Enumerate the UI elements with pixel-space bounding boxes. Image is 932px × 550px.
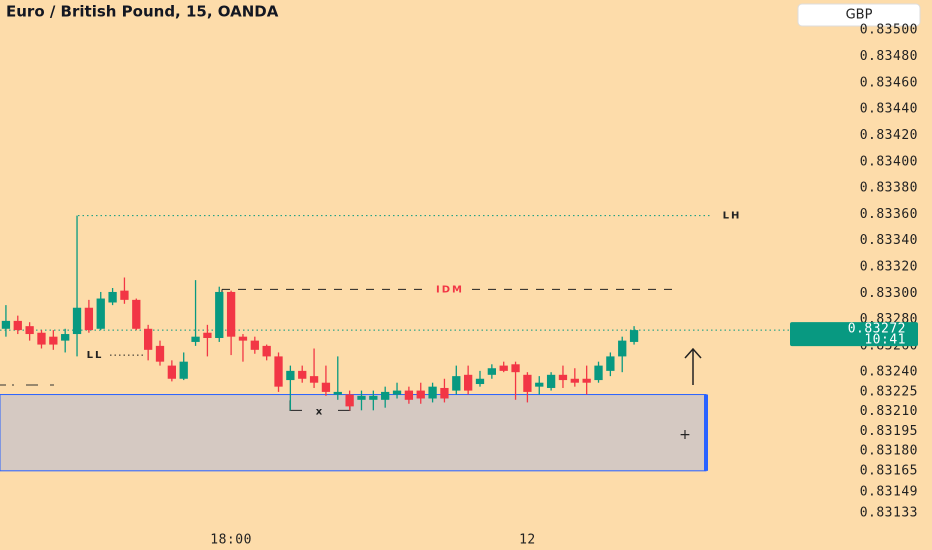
candle-body — [357, 395, 366, 400]
candle-body — [13, 320, 22, 331]
candle-body — [250, 340, 259, 350]
y-tick-label: 0.83420 — [860, 128, 918, 143]
candle-body — [262, 345, 271, 357]
candle-body — [523, 374, 532, 392]
candle-body — [546, 374, 556, 388]
countdown: 10:41 — [864, 333, 906, 348]
price-tag-label: 0.83272 — [848, 322, 906, 337]
candle-body — [25, 326, 34, 335]
candle-body — [191, 336, 200, 342]
candle-body — [238, 336, 248, 341]
candle-body — [120, 290, 129, 300]
candle-body — [108, 291, 117, 303]
candle-body — [464, 374, 473, 391]
candle-body — [96, 298, 105, 329]
chart-title: Euro / British Pound, 15, OANDA — [6, 3, 279, 21]
level-label: LH — [723, 211, 742, 222]
level-label: IDM — [436, 284, 464, 295]
candle-body — [618, 340, 627, 357]
candle-body — [321, 382, 331, 392]
y-tick-label: 0.83440 — [860, 102, 918, 117]
candle-body — [286, 370, 295, 381]
candle-body — [629, 330, 639, 342]
candle-body — [487, 368, 496, 375]
candle-body — [226, 291, 236, 337]
candle-body — [155, 345, 165, 362]
candle-body — [582, 378, 591, 383]
candle-body — [179, 361, 188, 379]
y-tick-label: 0.83320 — [860, 259, 918, 274]
crosshair-plus: + — [679, 427, 691, 443]
candle-body — [594, 365, 603, 381]
y-tick-label: 0.83133 — [860, 505, 918, 520]
currency-box — [797, 3, 921, 27]
candle-body — [37, 332, 46, 345]
candle-body — [333, 391, 342, 395]
y-tick-label: 0.83210 — [860, 404, 918, 419]
candle-body — [452, 376, 461, 391]
zone-edge — [704, 394, 708, 471]
candle-body — [144, 328, 153, 350]
candle-body — [369, 395, 378, 400]
price-tag — [790, 322, 918, 347]
y-tick-label: 0.83225 — [860, 384, 918, 399]
x-tick-label: 12 — [519, 533, 536, 548]
level-label: LL — [87, 350, 104, 361]
candle-body — [392, 390, 402, 395]
candle-body — [215, 291, 224, 338]
y-tick-label: 0.83300 — [860, 286, 918, 301]
up-arrow — [684, 347, 702, 385]
candle-body — [49, 336, 58, 345]
candle-body — [499, 365, 508, 371]
candle-body — [535, 382, 544, 387]
y-tick-label: 0.83195 — [860, 424, 918, 439]
candle-body — [309, 376, 319, 383]
candle-body — [345, 394, 354, 407]
y-tick-label: 0.83180 — [860, 444, 918, 459]
y-tick-label: 0.83400 — [860, 154, 918, 169]
y-tick-label: 0.83480 — [860, 49, 918, 64]
y-tick-label: 0.83360 — [860, 207, 918, 222]
candle-body — [416, 390, 425, 399]
candle-body — [84, 307, 94, 331]
candle-body — [404, 390, 414, 400]
candle-body — [606, 356, 615, 371]
candle-body — [428, 386, 437, 399]
candle-body — [475, 378, 485, 385]
y-tick-label: 0.83240 — [860, 365, 918, 380]
candle-body — [167, 365, 176, 379]
currency-label: GBP — [846, 8, 873, 23]
candle-body — [440, 387, 449, 399]
y-tick-label: 0.83165 — [860, 463, 918, 478]
y-tick-label: 0.83149 — [860, 484, 918, 499]
candle-body — [61, 334, 70, 341]
candle-body — [1, 320, 11, 329]
x-tick-label: 18:00 — [210, 533, 252, 548]
candle-body — [381, 391, 390, 400]
demand-zone — [0, 394, 707, 472]
y-tick-label: 0.83460 — [860, 75, 918, 90]
candle-body — [570, 378, 579, 383]
level-label: x — [316, 406, 324, 417]
candle-body — [558, 374, 568, 381]
y-tick-label: 0.83380 — [860, 181, 918, 196]
candle-body — [203, 332, 212, 338]
candle-body — [274, 356, 283, 387]
y-tick-label: 0.83340 — [860, 233, 918, 248]
candle-body — [511, 364, 520, 373]
y-tick-label: 0.83500 — [860, 23, 918, 38]
candle-body — [132, 299, 141, 329]
candle-body — [72, 307, 82, 335]
candle-body — [298, 370, 307, 379]
